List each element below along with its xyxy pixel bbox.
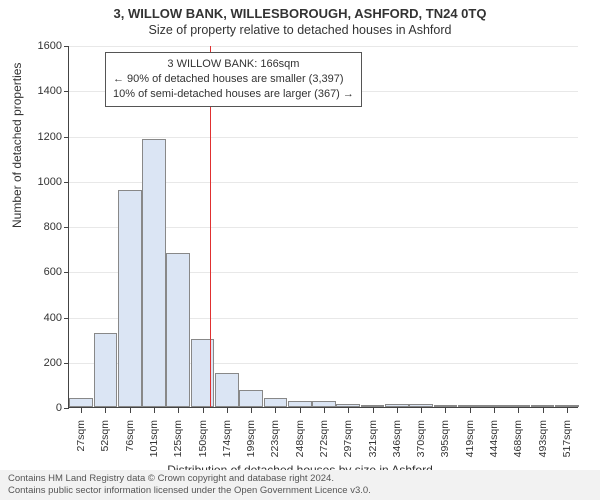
ytick-label: 800	[22, 221, 62, 233]
histogram-bar	[142, 139, 166, 407]
annotation-line2: ← 90% of detached houses are smaller (3,…	[113, 72, 354, 87]
histogram-bar	[215, 373, 239, 407]
histogram-bar	[434, 405, 458, 407]
xtick-mark	[154, 408, 155, 413]
chart-container: 3, WILLOW BANK, WILLESBOROUGH, ASHFORD, …	[0, 0, 600, 500]
xtick-mark	[567, 408, 568, 413]
histogram-bar	[264, 398, 288, 407]
xtick-mark	[324, 408, 325, 413]
histogram-bar	[312, 401, 336, 407]
histogram-bar	[458, 405, 482, 407]
annotation-line1: 3 WILLOW BANK: 166sqm	[113, 57, 354, 72]
xtick-mark	[300, 408, 301, 413]
histogram-bar	[385, 404, 409, 407]
histogram-bar	[409, 404, 433, 407]
histogram-bar	[166, 253, 190, 407]
histogram-bar	[118, 190, 142, 407]
histogram-bar	[239, 390, 263, 407]
ytick-mark	[64, 137, 69, 138]
xtick-mark	[275, 408, 276, 413]
xtick-mark	[130, 408, 131, 413]
ytick-mark	[64, 363, 69, 364]
ytick-mark	[64, 318, 69, 319]
footer-line1: Contains HM Land Registry data © Crown c…	[8, 473, 592, 485]
histogram-bar	[94, 333, 118, 407]
gridline	[69, 137, 578, 138]
histogram-bar	[336, 404, 360, 407]
xtick-mark	[470, 408, 471, 413]
histogram-bar	[531, 405, 555, 407]
plot-area: 3 WILLOW BANK: 166sqm ← 90% of detached …	[68, 46, 578, 408]
footer: Contains HM Land Registry data © Crown c…	[0, 470, 600, 500]
histogram-bar	[506, 405, 530, 407]
ytick-mark	[64, 227, 69, 228]
xtick-mark	[105, 408, 106, 413]
ytick-label: 400	[22, 312, 62, 324]
xtick-mark	[227, 408, 228, 413]
ytick-mark	[64, 272, 69, 273]
xtick-mark	[373, 408, 374, 413]
xtick-mark	[421, 408, 422, 413]
ytick-mark	[64, 46, 69, 47]
ytick-label: 1000	[22, 176, 62, 188]
xtick-mark	[543, 408, 544, 413]
plot-outer: 3 WILLOW BANK: 166sqm ← 90% of detached …	[68, 46, 578, 408]
ytick-label: 600	[22, 266, 62, 278]
xtick-mark	[518, 408, 519, 413]
ytick-mark	[64, 182, 69, 183]
histogram-bar	[69, 398, 93, 407]
title-main: 3, WILLOW BANK, WILLESBOROUGH, ASHFORD, …	[0, 0, 600, 21]
gridline	[69, 46, 578, 47]
ytick-label: 1200	[22, 131, 62, 143]
histogram-bar	[288, 401, 312, 407]
histogram-bar	[482, 405, 506, 407]
ytick-mark	[64, 91, 69, 92]
ytick-mark	[64, 408, 69, 409]
annotation-box: 3 WILLOW BANK: 166sqm ← 90% of detached …	[105, 52, 362, 107]
annotation-line3: 10% of semi-detached houses are larger (…	[113, 87, 354, 102]
xtick-mark	[178, 408, 179, 413]
xtick-mark	[348, 408, 349, 413]
histogram-bar	[361, 405, 385, 407]
ytick-label: 200	[22, 357, 62, 369]
footer-line2: Contains public sector information licen…	[8, 485, 592, 497]
xtick-mark	[203, 408, 204, 413]
ytick-label: 1400	[22, 85, 62, 97]
histogram-bar	[555, 405, 579, 407]
xtick-mark	[251, 408, 252, 413]
title-sub: Size of property relative to detached ho…	[0, 21, 600, 37]
ytick-label: 0	[22, 402, 62, 414]
xtick-mark	[397, 408, 398, 413]
ytick-label: 1600	[22, 40, 62, 52]
xtick-mark	[445, 408, 446, 413]
xtick-mark	[81, 408, 82, 413]
xtick-mark	[494, 408, 495, 413]
